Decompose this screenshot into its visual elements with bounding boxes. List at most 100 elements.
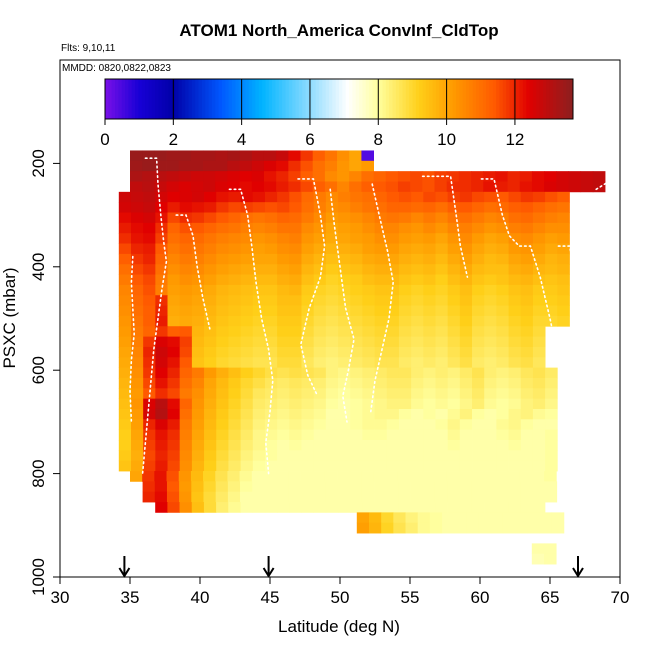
heatmap-cell <box>398 274 412 286</box>
heatmap-cell <box>435 440 449 451</box>
heatmap-cell <box>545 222 558 234</box>
heatmap-cell <box>411 357 424 369</box>
x-tick-label: 40 <box>191 588 210 607</box>
heatmap-cell <box>228 440 241 451</box>
heatmap-cell <box>422 481 436 493</box>
heatmap-cell <box>216 212 229 224</box>
heatmap-cell <box>386 264 400 275</box>
colorbar-segment <box>362 79 367 119</box>
heatmap-cell <box>142 171 155 182</box>
heatmap-cell <box>472 243 485 255</box>
heatmap-cell <box>143 388 156 400</box>
heatmap-cell <box>313 336 327 348</box>
heatmap-cell <box>227 481 241 493</box>
heatmap-cell <box>155 460 168 472</box>
heatmap-cell <box>215 481 229 493</box>
heatmap-cell <box>130 315 144 327</box>
heatmap-cell <box>496 388 509 400</box>
heatmap-cell <box>411 429 424 441</box>
heatmap-cell <box>520 274 534 286</box>
heatmap-cell <box>191 212 205 224</box>
heatmap-cell <box>362 284 375 296</box>
heatmap-cell <box>252 243 266 255</box>
heatmap-cell <box>532 336 546 348</box>
heatmap-cell <box>155 253 168 265</box>
heatmap-cell <box>289 233 302 244</box>
colorbar-segment <box>238 79 243 119</box>
heatmap-cell <box>179 284 193 296</box>
heatmap-cell <box>508 429 522 441</box>
heatmap-cell <box>324 150 338 162</box>
heatmap-cell <box>484 191 497 203</box>
colorbar-segment <box>476 79 480 119</box>
heatmap-cell <box>423 315 436 327</box>
heatmap-cell <box>484 284 497 296</box>
heatmap-cell <box>545 460 558 472</box>
heatmap-cell <box>203 181 216 193</box>
heatmap-cell <box>472 346 485 358</box>
heatmap-cell <box>216 326 229 337</box>
colorbar-segment <box>275 79 280 119</box>
colorbar-segment <box>191 79 196 119</box>
heatmap-cell <box>154 471 167 482</box>
heatmap-cell <box>496 450 509 462</box>
heatmap-cell <box>484 253 497 265</box>
heatmap-cell <box>471 502 485 513</box>
heatmap-cell <box>483 491 497 503</box>
heatmap-cell <box>191 357 205 369</box>
heatmap-cell <box>191 191 205 203</box>
heatmap-cell <box>520 233 534 244</box>
heatmap-cell <box>301 222 315 234</box>
heatmap-cell <box>338 367 351 379</box>
heatmap-cell <box>130 181 143 193</box>
heatmap-cell <box>142 481 156 493</box>
heatmap-cell <box>264 305 278 317</box>
heatmap-cell <box>277 367 290 379</box>
heatmap-cell <box>191 502 205 513</box>
heatmap-cell <box>313 295 327 306</box>
heatmap-cell <box>472 336 485 348</box>
heatmap-cell <box>252 429 266 441</box>
heatmap-cell <box>397 471 411 482</box>
heatmap-cell <box>264 222 278 234</box>
heatmap-cell <box>130 243 144 255</box>
heatmap-cell <box>398 336 412 348</box>
heatmap-cell <box>423 377 436 389</box>
heatmap-cell <box>143 398 156 410</box>
heatmap-cell <box>398 440 412 451</box>
heatmap-cell <box>398 346 412 358</box>
heatmap-cell <box>216 408 229 420</box>
heatmap-cell <box>520 346 534 358</box>
heatmap-cell <box>312 181 326 193</box>
heatmap-cell <box>484 264 497 275</box>
colorbar-segment <box>165 79 170 119</box>
heatmap-cell <box>240 460 254 472</box>
colorbar-segment <box>315 79 320 119</box>
heatmap-cell <box>338 388 351 400</box>
heatmap-cell <box>143 377 156 389</box>
heatmap-cell <box>386 243 400 255</box>
colorbar-segment <box>339 79 343 119</box>
colorbar-segment <box>499 79 504 119</box>
heatmap-cell <box>289 284 302 296</box>
heatmap-cell <box>239 150 253 162</box>
heatmap-cell <box>471 471 484 482</box>
heatmap-cell <box>484 440 497 451</box>
heatmap-cell <box>130 202 144 213</box>
heatmap-cell <box>289 191 302 203</box>
colorbar-segment <box>345 79 350 119</box>
heatmap-cell <box>447 450 461 462</box>
heatmap-cell <box>155 336 168 348</box>
colorbar-segment <box>452 79 457 119</box>
heatmap-cell <box>532 243 546 255</box>
heatmap-cell <box>252 315 266 327</box>
heatmap-cell <box>277 357 290 369</box>
heatmap-cell <box>386 408 400 420</box>
flight-track <box>141 157 168 475</box>
heatmap-cell <box>338 440 351 451</box>
y-tick-label: 1000 <box>29 558 48 596</box>
heatmap-cell <box>289 440 302 451</box>
heatmap-cell <box>532 305 546 317</box>
heatmap-cell <box>557 264 570 275</box>
heatmap-cell <box>228 191 241 203</box>
